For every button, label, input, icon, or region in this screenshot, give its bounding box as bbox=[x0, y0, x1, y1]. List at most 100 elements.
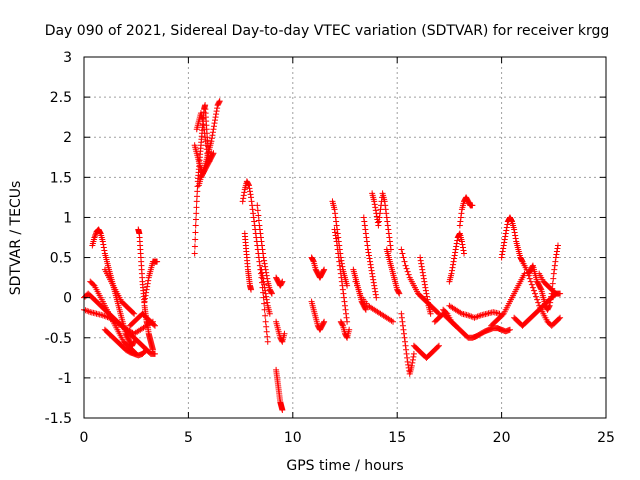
data-point bbox=[434, 343, 441, 350]
data-point bbox=[130, 339, 137, 346]
data-point bbox=[372, 204, 379, 211]
data-point bbox=[262, 290, 269, 297]
data-point bbox=[279, 406, 286, 413]
data-point bbox=[443, 309, 450, 316]
data-point bbox=[262, 287, 269, 294]
data-points-layer bbox=[81, 98, 564, 413]
data-point bbox=[533, 293, 540, 300]
series-arc-ah bbox=[417, 254, 434, 317]
data-point bbox=[370, 276, 377, 283]
series-arc-y bbox=[337, 318, 353, 341]
data-point bbox=[524, 269, 531, 276]
data-point bbox=[383, 210, 390, 217]
data-point bbox=[260, 278, 267, 285]
series-arc-af bbox=[398, 310, 417, 377]
data-point bbox=[453, 243, 460, 250]
data-point bbox=[279, 278, 286, 285]
data-point bbox=[450, 258, 457, 265]
data-point bbox=[258, 266, 265, 273]
series-arc-n bbox=[239, 178, 271, 345]
data-point bbox=[201, 126, 208, 133]
data-point bbox=[261, 281, 268, 288]
series-arc-s bbox=[273, 318, 288, 345]
data-point bbox=[245, 181, 252, 188]
data-point bbox=[100, 244, 107, 251]
data-point bbox=[512, 235, 519, 242]
data-point bbox=[131, 310, 138, 317]
data-point bbox=[546, 302, 553, 309]
data-point bbox=[410, 350, 417, 357]
data-point bbox=[387, 242, 394, 249]
data-point bbox=[403, 265, 410, 272]
data-point bbox=[546, 303, 553, 310]
data-point bbox=[240, 195, 247, 202]
data-point bbox=[557, 314, 564, 321]
y-tick-label: -1.5 bbox=[45, 411, 72, 427]
data-point bbox=[261, 260, 268, 267]
data-point bbox=[386, 238, 393, 245]
data-point bbox=[339, 263, 346, 270]
data-point bbox=[366, 252, 373, 259]
data-point bbox=[402, 338, 409, 345]
data-point bbox=[523, 266, 530, 273]
data-point bbox=[261, 300, 268, 307]
data-point bbox=[456, 222, 463, 229]
data-point bbox=[370, 279, 377, 286]
data-point bbox=[511, 226, 518, 233]
data-point bbox=[255, 217, 262, 224]
data-point bbox=[551, 289, 558, 296]
data-point bbox=[382, 206, 389, 213]
series-arc-x bbox=[331, 226, 351, 325]
data-point bbox=[377, 206, 384, 213]
data-point bbox=[424, 299, 431, 306]
x-tick-label: 5 bbox=[184, 430, 193, 446]
data-point bbox=[399, 250, 406, 257]
data-point bbox=[268, 289, 275, 296]
data-point bbox=[421, 281, 428, 288]
data-point bbox=[262, 318, 269, 325]
data-point bbox=[333, 238, 340, 245]
data-point bbox=[361, 218, 368, 225]
data-point bbox=[336, 258, 343, 265]
data-point bbox=[154, 258, 161, 265]
y-tick-label: 2 bbox=[63, 130, 72, 146]
data-point bbox=[208, 135, 215, 142]
data-point bbox=[101, 247, 108, 254]
data-point bbox=[192, 229, 199, 236]
series-arc-p bbox=[254, 202, 275, 297]
data-point bbox=[245, 182, 252, 189]
data-point bbox=[417, 257, 424, 264]
data-point bbox=[501, 239, 508, 246]
data-point bbox=[100, 241, 107, 248]
data-point bbox=[499, 311, 506, 318]
data-point bbox=[239, 198, 246, 205]
data-point bbox=[398, 314, 405, 321]
data-point bbox=[401, 334, 408, 341]
data-point bbox=[419, 266, 426, 273]
x-tick-label: 0 bbox=[80, 430, 89, 446]
data-point bbox=[371, 282, 378, 289]
data-point bbox=[210, 123, 217, 130]
data-point bbox=[337, 266, 344, 273]
data-point bbox=[193, 210, 200, 217]
series-arc-ao bbox=[498, 214, 526, 265]
data-point bbox=[343, 333, 350, 340]
data-point bbox=[374, 219, 381, 226]
data-point bbox=[194, 183, 201, 190]
data-point bbox=[434, 309, 441, 316]
data-point bbox=[202, 138, 209, 145]
data-point bbox=[254, 207, 261, 214]
data-point bbox=[422, 287, 429, 294]
data-point bbox=[251, 218, 258, 225]
data-point bbox=[405, 271, 412, 278]
series-arc-ad bbox=[383, 246, 403, 297]
series-arc-ac bbox=[352, 278, 397, 325]
data-point bbox=[396, 290, 403, 297]
series-arc-g bbox=[135, 226, 156, 353]
data-point bbox=[240, 192, 247, 199]
data-point bbox=[200, 122, 207, 129]
data-point bbox=[537, 285, 544, 292]
data-point bbox=[241, 189, 248, 196]
data-point bbox=[250, 210, 257, 217]
